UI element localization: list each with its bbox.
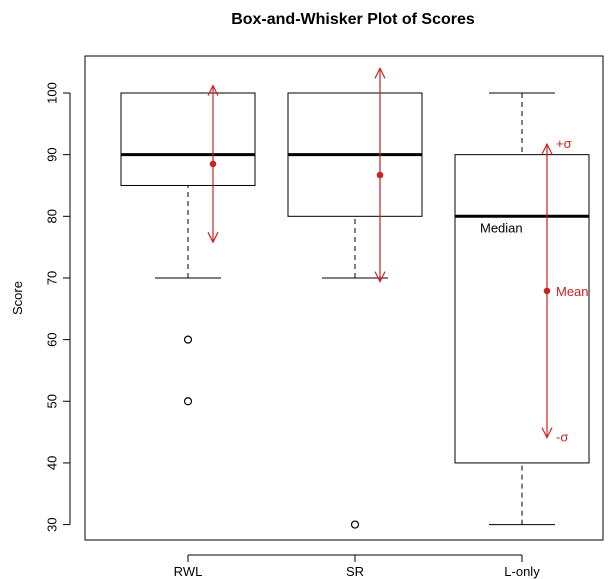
median-annotation: Median	[480, 220, 523, 235]
y-tick-label: 80	[45, 209, 60, 223]
plus-sd-annotation: +σ	[556, 136, 572, 151]
outlier-point	[183, 335, 193, 344]
x-tick-label: L-only	[504, 564, 540, 579]
box-iqr	[120, 92, 256, 186]
y-tick-label: 50	[45, 394, 60, 408]
mean-sd-group	[210, 68, 550, 437]
y-tick-label: 40	[45, 456, 60, 470]
chart-title: Box-and-Whisker Plot of Scores	[231, 11, 475, 28]
mean-point	[543, 287, 551, 295]
y-tick-label: 90	[45, 147, 60, 161]
y-tick-label: 30	[45, 517, 60, 531]
y-axis-label: Score	[10, 281, 25, 315]
plot-frame	[84, 55, 604, 541]
y-tick-label: 100	[45, 82, 60, 104]
annotations-group: Median Mean +σ -σ	[480, 136, 589, 444]
mean-point	[376, 171, 384, 179]
mean-annotation: Mean	[556, 284, 589, 299]
box-iqr	[454, 154, 590, 464]
x-tick-label: RWL	[174, 564, 203, 579]
x-axis: RWL SR L-only	[174, 554, 540, 579]
boxes-group	[120, 92, 590, 529]
outlier-point	[350, 520, 360, 529]
outlier-point	[183, 397, 193, 406]
y-tick-label: 60	[45, 332, 60, 346]
x-tick-label: SR	[346, 564, 364, 579]
y-axis: 30 40 50 60 70 80 90 100	[45, 82, 71, 532]
minus-sd-annotation: -σ	[556, 430, 568, 445]
mean-point	[209, 160, 217, 168]
y-tick-label: 70	[45, 271, 60, 285]
